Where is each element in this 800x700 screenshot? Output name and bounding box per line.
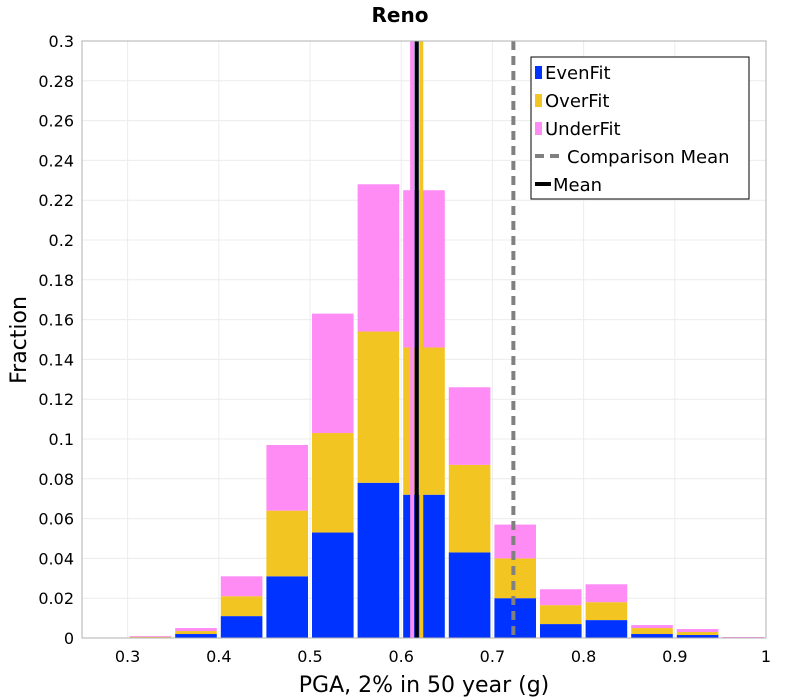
mean-lines-layer (410, 41, 516, 638)
bar-overfit-segment (631, 628, 673, 635)
plot-border (81, 40, 767, 639)
bar-overfit-segment (448, 464, 491, 553)
y-tick-label: 0.08 (38, 470, 74, 489)
bar-underfit-segment (175, 628, 217, 632)
y-tick-label: 0.22 (38, 191, 74, 210)
bar-overfit-segment (540, 605, 582, 625)
bar-underfit-segment (266, 444, 308, 511)
bar-overfit-segment (266, 510, 308, 577)
x-tick-label: 0.6 (388, 647, 413, 666)
bar-overfit-segment (220, 596, 263, 617)
bar-underfit-segment (403, 190, 445, 348)
legend-label: UnderFit (545, 119, 621, 140)
bar-evenfit-segment (312, 532, 354, 638)
bar-underfit-segment (585, 584, 628, 603)
bar-underfit-segment (220, 576, 263, 597)
x-tick-label: 0.5 (297, 647, 322, 666)
bar-evenfit-segment (448, 552, 491, 638)
x-tick-label: 1 (761, 647, 771, 666)
y-tick-label: 0.28 (38, 72, 74, 91)
y-tick-label: 0.16 (38, 311, 74, 330)
bar-evenfit-segment (266, 576, 308, 638)
bar-underfit-segment (631, 625, 673, 629)
chart-title: Reno (372, 3, 429, 27)
legend-swatch-evenfit (535, 66, 542, 79)
y-tick-label: 0.14 (38, 350, 74, 369)
legend-box (530, 56, 750, 200)
legend-swatch-overfit (535, 94, 542, 107)
bar-evenfit-segment (540, 624, 582, 638)
x-tick-label: 0.8 (571, 647, 596, 666)
bar-evenfit-segment (175, 634, 217, 638)
bar-evenfit-segment (676, 635, 719, 638)
x-axis-ticks: 0.3 0.4 0.5 0.6 0.7 0.8 0.9 1 (115, 647, 771, 666)
legend-label: Comparison Mean (567, 147, 730, 168)
bar-overfit-segment (357, 331, 400, 483)
bar-overfit-segment (676, 632, 719, 636)
bar-overfit-segment (403, 347, 445, 495)
y-tick-label: 0.12 (38, 390, 74, 409)
y-tick-label: 0.04 (38, 549, 74, 568)
bar-underfit-segment (129, 636, 172, 637)
y-tick-label: 0.18 (38, 271, 74, 290)
bar-underfit-segment (312, 313, 354, 434)
x-tick-label: 0.7 (480, 647, 505, 666)
bar-evenfit-segment (357, 482, 400, 638)
bar-overfit-segment (494, 558, 536, 599)
bar-evenfit-segment (220, 616, 263, 638)
x-tick-label: 0.9 (662, 647, 687, 666)
y-tick-label: 0.3 (49, 32, 74, 51)
bar-overfit-segment (585, 602, 628, 621)
legend-label: Mean (553, 175, 602, 196)
y-tick-label: 0.26 (38, 112, 74, 131)
legend-label: OverFit (545, 91, 609, 112)
bar-underfit-segment (676, 629, 719, 633)
x-tick-label: 0.4 (206, 647, 231, 666)
x-axis-title: PGA, 2% in 50 year (g) (299, 673, 550, 698)
legend-swatch-underfit (535, 122, 542, 135)
y-axis-title: Fraction (7, 296, 32, 384)
legend-label: EvenFit (545, 63, 611, 84)
bar-underfit-segment (357, 184, 400, 332)
bar-overfit-segment (312, 433, 354, 533)
y-tick-label: 0 (64, 629, 74, 648)
bar-evenfit-segment (585, 620, 628, 638)
y-tick-label: 0.24 (38, 151, 74, 170)
bar-evenfit-segment (631, 634, 673, 638)
legend: EvenFit OverFit UnderFit Comparison Mean Mea… (530, 56, 750, 200)
y-tick-label: 0.02 (38, 589, 74, 608)
bars-layer (129, 184, 764, 638)
y-axis-ticks: 0 0.02 0.04 0.06 0.08 0.1 0.12 0.14 0.16 0.18 0.2 0… (38, 32, 74, 648)
bar-underfit-segment (540, 589, 582, 606)
y-tick-label: 0.06 (38, 510, 74, 529)
bar-overfit-segment (129, 636, 172, 638)
bar-underfit-segment (448, 387, 491, 465)
bar-evenfit-segment (403, 494, 445, 638)
y-tick-label: 0.1 (49, 430, 74, 449)
bar-overfit-segment (175, 631, 217, 635)
y-tick-label: 0.2 (49, 231, 74, 250)
x-tick-label: 0.3 (115, 647, 140, 666)
